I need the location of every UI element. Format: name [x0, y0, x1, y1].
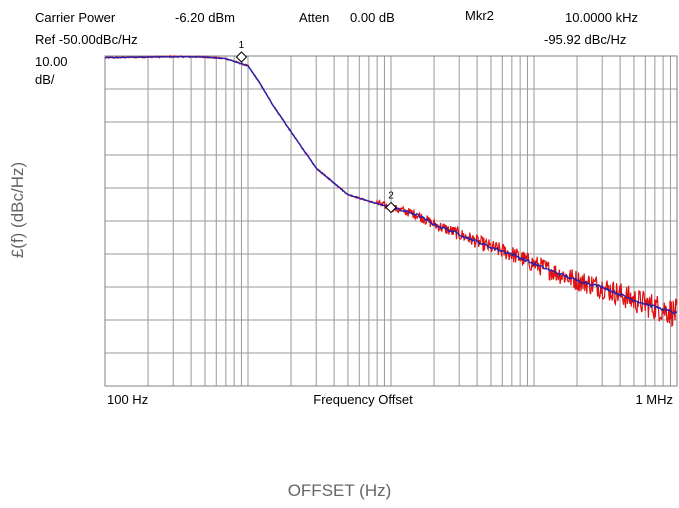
x-axis-inner-label: Frequency Offset	[313, 392, 413, 407]
x-tick-label: 100 Hz	[107, 392, 148, 407]
x-axis-label: OFFSET (Hz)	[287, 481, 392, 500]
plot-frame	[104, 55, 678, 387]
marker-label: 2	[388, 191, 394, 202]
reference-level: Ref -50.00dBc/Hz	[35, 32, 138, 47]
scale-unit: dB/	[35, 72, 55, 87]
marker-value: -95.92 dBc/Hz	[544, 32, 627, 47]
marker-frequency: 10.0000 kHz	[565, 10, 638, 25]
x-tick-label: 1 MHz	[635, 392, 673, 407]
marker-diamond	[385, 201, 397, 214]
scale-value: 10.00	[35, 54, 68, 69]
marker-label: Mkr2	[465, 8, 494, 23]
carrier-power-value: -6.20 dBm	[175, 10, 235, 25]
marker-diamond	[235, 51, 248, 63]
atten-value: 0.00 dB	[350, 10, 395, 25]
y-axis-label: £(f) (dBc/Hz)	[8, 161, 27, 259]
atten-label: Atten	[299, 10, 330, 25]
marker-label: 1	[239, 40, 245, 51]
carrier-power-label: Carrier Power	[35, 10, 116, 25]
